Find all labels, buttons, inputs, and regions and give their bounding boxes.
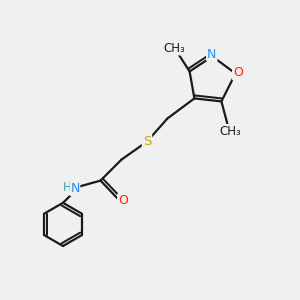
- Text: H: H: [63, 181, 72, 194]
- Text: O: O: [233, 66, 243, 80]
- Text: N: N: [70, 182, 80, 196]
- Text: O: O: [118, 194, 128, 208]
- Text: CH₃: CH₃: [219, 125, 241, 138]
- Text: N: N: [207, 47, 217, 61]
- Text: CH₃: CH₃: [163, 41, 185, 55]
- Text: S: S: [143, 135, 151, 148]
